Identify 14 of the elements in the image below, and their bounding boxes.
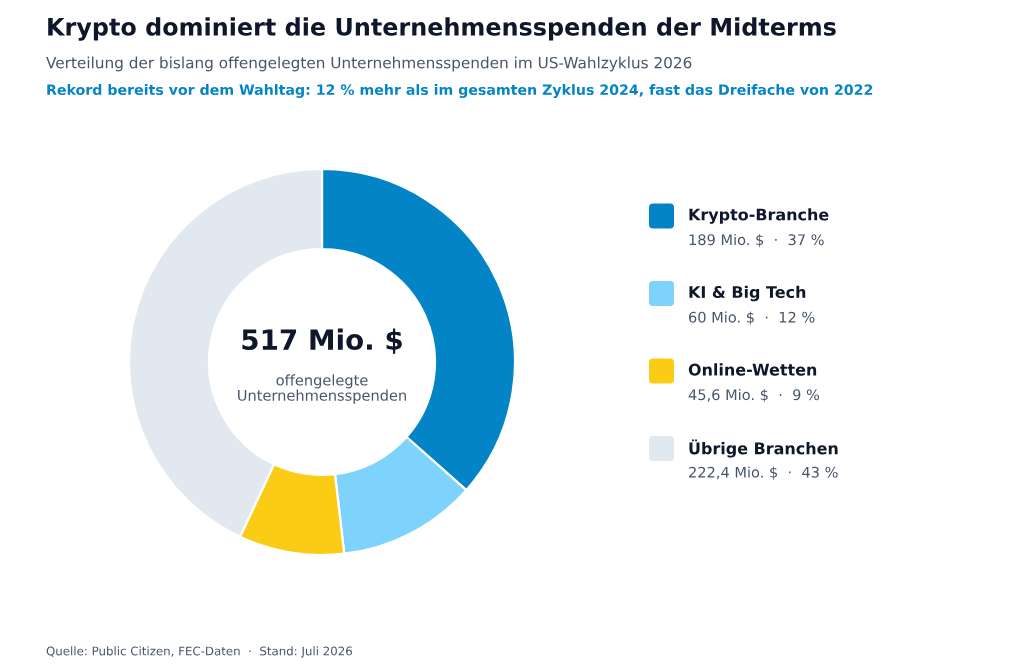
legend-label: Krypto-Branche bbox=[689, 208, 829, 224]
legend-label: Übrige Branchen bbox=[689, 439, 838, 458]
data-label: 60 Mio. $ · 12 % bbox=[689, 311, 815, 325]
source-note: Quelle: Public Citizen, FEC-Daten · Stand: Juli 2026 bbox=[46, 646, 353, 658]
data-label: 222,4 Mio. $ · 43 % bbox=[689, 466, 838, 480]
text: offengelegte Unternehmensspenden bbox=[238, 374, 406, 404]
text: 517 Mio. $ bbox=[242, 328, 402, 354]
data-label: 189 Mio. $ · 37 % bbox=[689, 233, 824, 248]
data-label: 45,6 Mio. $ · 9 % bbox=[688, 388, 820, 403]
text: Rekord bereits vor dem Wahltag: 12 % mehr als im gesamten Zyklus 2024, fast das Dreifache von 2022 bbox=[47, 84, 873, 98]
legend-label: Online-Wetten bbox=[688, 363, 817, 376]
chart-subtitle: Verteilung der bislang offengelegten Unternehmensspenden im US-Wahlzyklus 2026 bbox=[46, 56, 692, 72]
chart-title: Krypto dominiert die Unternehmensspenden der Midterms bbox=[48, 17, 836, 41]
legend-label: KI & Big Tech bbox=[689, 285, 806, 302]
